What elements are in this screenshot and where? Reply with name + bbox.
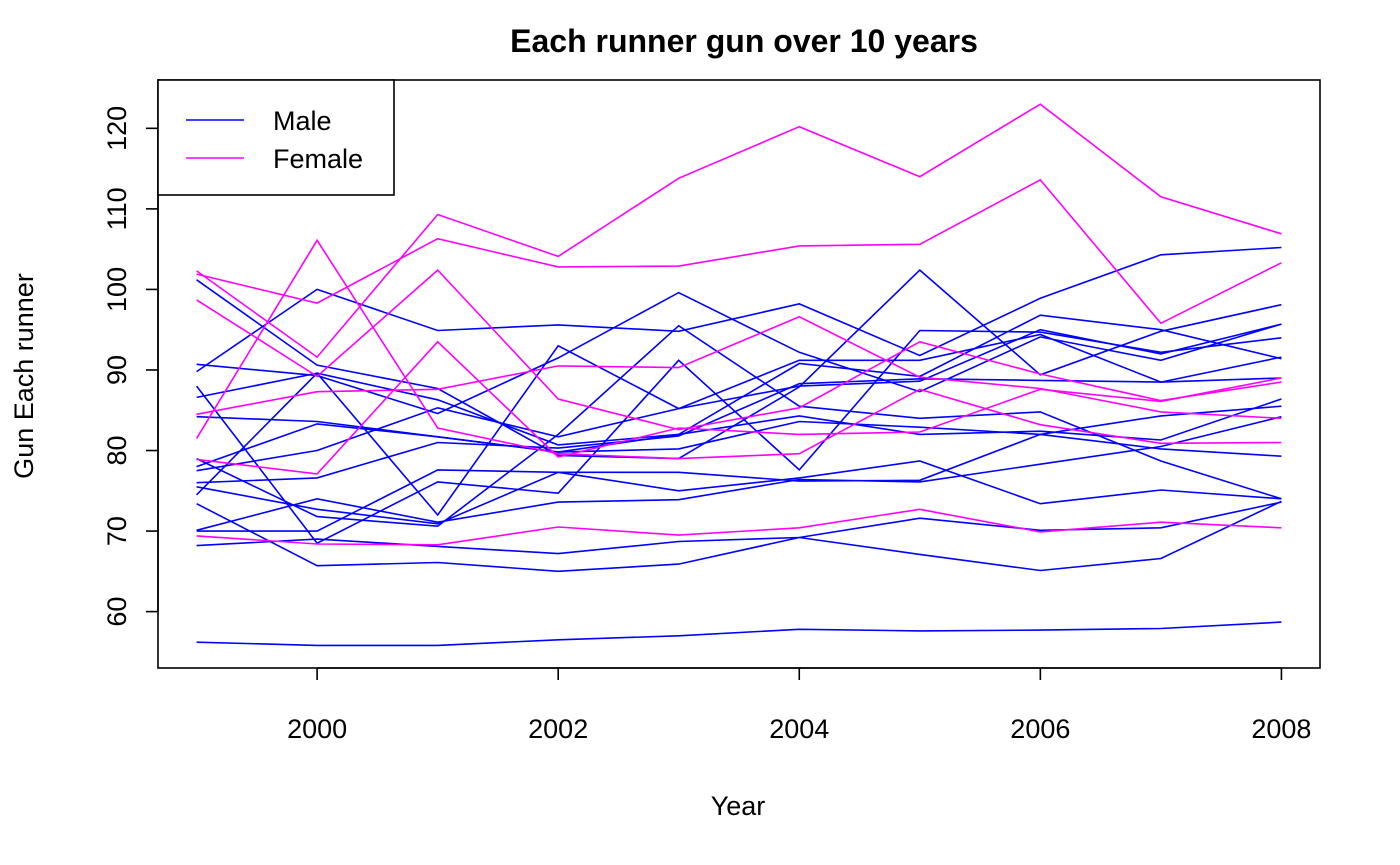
x-axis: 2000 2002 2004 2006 2008 <box>287 667 1311 744</box>
series-line-female-24 <box>196 340 1282 475</box>
y-axis-label: Gun Each runner <box>9 273 39 479</box>
y-tick-label-90: 90 <box>102 355 132 385</box>
legend-box <box>157 79 395 196</box>
series-line-male-17 <box>196 460 1282 532</box>
series-line-male-7 <box>196 333 1282 517</box>
y-tick-label-110: 110 <box>102 187 132 230</box>
x-tick-label-2004: 2004 <box>769 714 829 744</box>
x-axis-label: Year <box>711 791 766 821</box>
series-line-male-9 <box>196 314 1282 446</box>
series-line-male-3 <box>196 415 1282 532</box>
series-line-male-11 <box>196 269 1282 460</box>
series-line-female-18 <box>196 508 1282 546</box>
y-tick-label-100: 100 <box>102 267 132 312</box>
y-axis: 60 70 80 90 100 110 120 <box>102 106 159 627</box>
series-line-female-23 <box>196 315 1282 420</box>
series-line-male-6 <box>196 420 1282 468</box>
series-line-male-1 <box>196 621 1282 647</box>
series-line-male-15 <box>196 398 1282 453</box>
series-line-male-5 <box>196 377 1282 484</box>
series-line-male-16 <box>196 405 1282 525</box>
y-tick-label-60: 60 <box>102 597 132 627</box>
series-line-female-20 <box>196 178 1282 325</box>
legend-label-female: Female <box>273 144 363 174</box>
series-layer <box>195 103 1282 647</box>
x-tick-label-2008: 2008 <box>1251 714 1311 744</box>
chart-title: Each runner gun over 10 years <box>510 23 978 59</box>
series-line-male-4 <box>196 500 1282 573</box>
legend: Male Female <box>157 79 395 196</box>
y-tick-label-70: 70 <box>102 516 132 546</box>
x-tick-label-2000: 2000 <box>287 714 347 744</box>
series-line-male-10 <box>196 246 1282 373</box>
legend-label-male: Male <box>273 106 332 136</box>
y-tick-label-120: 120 <box>102 106 132 151</box>
series-line-male-12 <box>196 291 1282 415</box>
series-line-female-22 <box>195 238 1282 460</box>
series-line-male-8 <box>196 324 1282 528</box>
x-tick-label-2002: 2002 <box>528 714 588 744</box>
series-line-female-21 <box>196 268 1282 431</box>
series-line-female-19 <box>196 103 1282 359</box>
series-line-male-2 <box>196 501 1282 555</box>
y-tick-label-80: 80 <box>102 435 132 465</box>
x-tick-label-2006: 2006 <box>1010 714 1070 744</box>
